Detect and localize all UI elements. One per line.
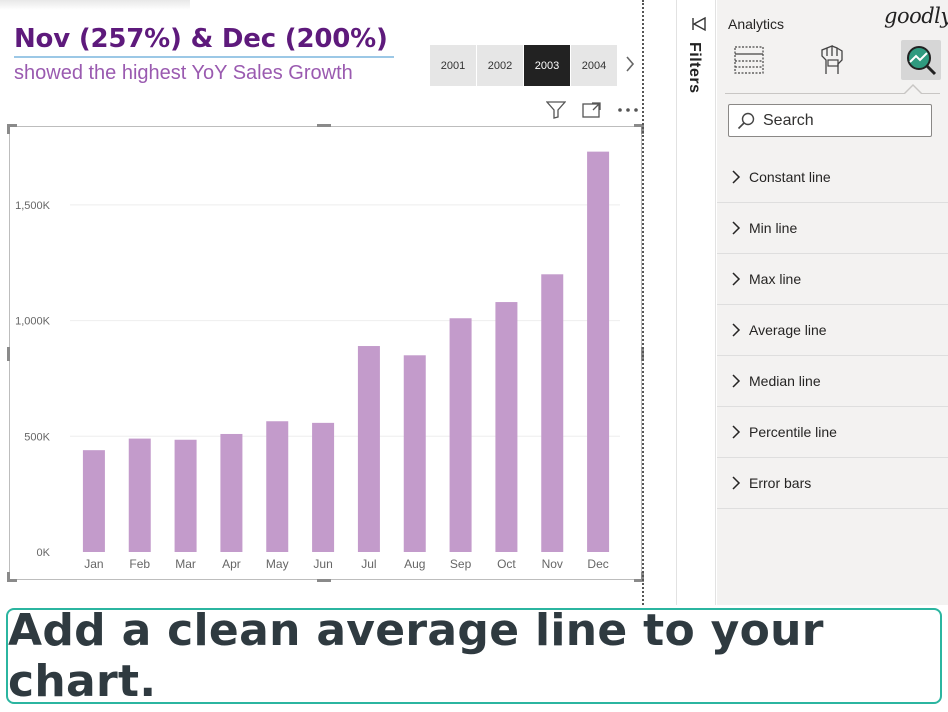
chart-visual[interactable]: 0K 500K 1,000K 1,500K Jan Feb Mar Apr May Jun Jul A…	[7, 124, 644, 582]
x-tick-label: Aug	[404, 557, 425, 571]
fields-tab-icon[interactable]	[729, 40, 769, 80]
bar-aug	[403, 355, 426, 552]
page-tab-shadow	[0, 0, 190, 10]
report-canvas: Nov (257%) & Dec (200%) showed the highe…	[0, 0, 644, 582]
resize-handle-bottom-right[interactable]	[634, 579, 644, 582]
resize-handle-top-left[interactable]	[7, 124, 17, 127]
year-option-2004[interactable]: 2004	[571, 45, 618, 86]
caption-banner: Add a clean average line to your chart.	[6, 605, 942, 707]
more-options-icon[interactable]	[617, 100, 639, 120]
analytics-tab-icon[interactable]	[901, 40, 941, 80]
caption-text: Add a clean average line to your chart.	[8, 605, 824, 707]
accordion-max-line[interactable]: Max line	[717, 254, 948, 305]
accordion-label: Constant line	[749, 169, 831, 185]
bar-sep	[449, 318, 472, 552]
pane-title: Analytics	[728, 16, 785, 32]
filters-pane-collapsed[interactable]: Filters	[676, 0, 716, 605]
accordion-average-line[interactable]: Average line	[717, 305, 948, 356]
search-input[interactable]: Search	[728, 104, 932, 137]
chevron-right-icon	[732, 272, 741, 286]
slicer-next-chevron-icon[interactable]	[622, 54, 638, 76]
bar-jul	[357, 346, 380, 552]
chevron-right-icon	[732, 170, 741, 184]
chevron-right-icon	[732, 425, 741, 439]
accordion-percentile-line[interactable]: Percentile line	[717, 407, 948, 458]
resize-handle-top-right[interactable]	[634, 124, 644, 127]
bar-jun	[312, 422, 335, 552]
chevron-right-icon	[732, 374, 741, 388]
y-tick-label: 1,000K	[15, 316, 51, 328]
chevron-right-icon	[732, 476, 741, 490]
bar-dec	[587, 151, 610, 552]
bar-oct	[495, 302, 518, 552]
x-tick-label: May	[266, 557, 289, 571]
accordion-error-bars[interactable]: Error bars	[717, 458, 948, 509]
x-tick-label: Feb	[129, 557, 150, 571]
filter-icon[interactable]	[545, 100, 567, 120]
year-option-2001[interactable]: 2001	[430, 45, 477, 86]
accordion-label: Max line	[749, 271, 802, 287]
y-tick-label: 0K	[37, 547, 51, 559]
search-icon	[737, 112, 755, 129]
accordion-label: Median line	[749, 373, 821, 389]
x-tick-label: Jul	[361, 557, 376, 571]
visual-header	[545, 100, 639, 120]
x-tick-label: Jun	[313, 557, 332, 571]
x-tick-label: Oct	[497, 557, 516, 571]
year-option-2002[interactable]: 2002	[477, 45, 524, 86]
chevron-right-icon	[732, 323, 741, 337]
x-tick-label: Apr	[222, 557, 241, 571]
bar-chart: 0K 500K 1,000K 1,500K Jan Feb Mar Apr May Jun Jul A…	[15, 151, 620, 571]
bar-mar	[174, 439, 197, 552]
accordion-label: Average line	[749, 322, 827, 338]
bar-may	[266, 421, 289, 552]
analytics-options-list: Constant line Min line Max line Average …	[717, 152, 948, 509]
bar-jan	[82, 450, 105, 552]
accordion-constant-line[interactable]: Constant line	[717, 152, 948, 203]
pane-tabs	[725, 40, 941, 82]
filters-label[interactable]: Filters	[686, 42, 703, 94]
accordion-min-line[interactable]: Min line	[717, 203, 948, 254]
y-tick-label: 500K	[24, 431, 50, 443]
bar-nov	[541, 274, 564, 552]
resize-handle-left[interactable]	[7, 347, 10, 361]
focus-mode-icon[interactable]	[581, 100, 603, 120]
x-tick-label: Dec	[587, 557, 608, 571]
accordion-label: Min line	[749, 220, 798, 236]
filters-collapse-icon[interactable]	[691, 16, 707, 32]
resize-handle-top[interactable]	[317, 124, 331, 127]
bar-apr	[220, 433, 243, 552]
headline-subtitle: showed the highest YoY Sales Growth	[14, 62, 353, 84]
brand-logo: goodly	[884, 4, 948, 28]
resize-handle-bottom[interactable]	[317, 579, 331, 582]
x-tick-label: Jan	[84, 557, 103, 571]
analytics-pane: Analytics goodly	[717, 0, 948, 605]
x-tick-label: Sep	[450, 557, 472, 571]
accordion-label: Percentile line	[749, 424, 837, 440]
x-tick-label: Nov	[542, 557, 563, 571]
bar-feb	[128, 438, 151, 552]
format-tab-icon[interactable]	[813, 40, 853, 80]
y-tick-label: 1,500K	[15, 200, 51, 212]
accordion-label: Error bars	[749, 475, 812, 491]
headline-title: Nov (257%) & Dec (200%)	[14, 24, 388, 54]
accordion-median-line[interactable]: Median line	[717, 356, 948, 407]
x-tick-label: Mar	[175, 557, 196, 571]
resize-handle-bottom-left-v[interactable]	[7, 572, 10, 582]
headline-underline	[14, 56, 394, 58]
year-slicer: 2001 2002 2003 2004	[430, 45, 618, 86]
search-placeholder: Search	[763, 111, 814, 129]
canvas-boundary-divider	[642, 0, 644, 605]
resize-handle-top-left-v[interactable]	[7, 124, 10, 134]
tab-underline	[725, 93, 940, 94]
resize-handle-bottom-left[interactable]	[7, 579, 17, 582]
year-option-2003[interactable]: 2003	[524, 45, 571, 86]
chevron-right-icon	[732, 221, 741, 235]
active-tab-caret-fill	[905, 86, 921, 94]
